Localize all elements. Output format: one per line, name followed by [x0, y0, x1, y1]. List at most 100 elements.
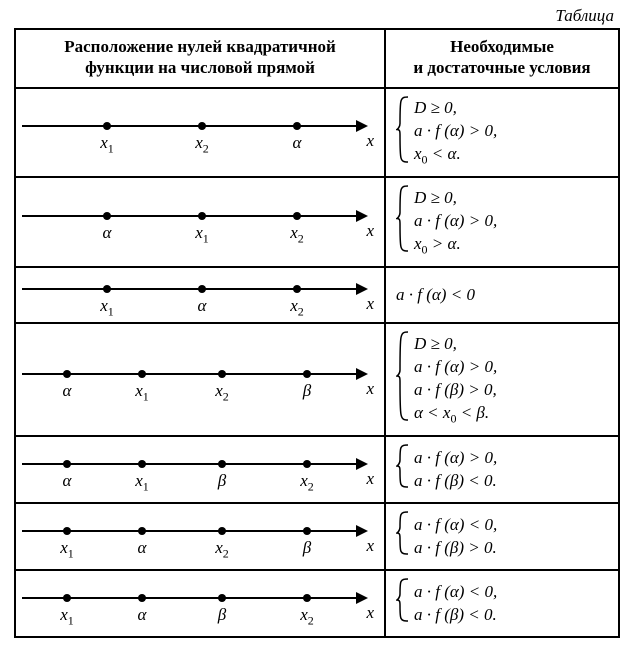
number-line-cell: xαx1x2: [15, 177, 385, 267]
number-line-cell: x x1 α β x2: [15, 570, 385, 637]
conditions-list: a · f (α) > 0,a · f (β) < 0.: [414, 447, 497, 493]
point-label: α: [103, 223, 112, 243]
point-marker: [198, 212, 206, 220]
curly-brace-icon: [396, 330, 410, 429]
conditions-cell: a · f (α) < 0,a · f (β) > 0.: [385, 503, 619, 570]
conditions-table: Расположение нулей квадратичной функции …: [14, 28, 620, 638]
point-marker: [218, 370, 226, 378]
point-label: x1: [100, 296, 114, 319]
number-line-cell: xx1αx2β: [15, 503, 385, 570]
axis-line: [22, 125, 360, 127]
point-marker: [63, 370, 71, 378]
conditions-list: D ≥ 0,a · f (α) > 0,a · f (β) > 0,α < x0…: [414, 333, 497, 426]
point-label: α: [63, 381, 72, 401]
conditions-list: D ≥ 0,a · f (α) > 0,x0 > α.: [414, 187, 497, 257]
condition-line: a · f (β) > 0.: [414, 537, 497, 560]
condition-line: D ≥ 0,: [414, 333, 497, 356]
point-marker: [303, 527, 311, 535]
point-label: α: [293, 133, 302, 153]
condition-line: a · f (β) > 0,: [414, 379, 497, 402]
curly-brace-icon: [396, 443, 410, 496]
condition-line: a · f (α) > 0,: [414, 210, 497, 233]
conditions-cell: D ≥ 0,a · f (α) > 0,x0 < α.: [385, 88, 619, 178]
number-line-cell: xαx1x2β: [15, 323, 385, 436]
axis-line: [22, 215, 360, 217]
point-label: x1: [135, 381, 149, 404]
curly-brace-icon: [396, 577, 410, 630]
point-label: β: [218, 471, 226, 491]
point-label: β: [303, 538, 311, 558]
number-line-cell: xαx1βx2: [15, 436, 385, 503]
point-marker: [63, 460, 71, 468]
axis-label: x: [366, 131, 374, 151]
table-row: xx1αx2a · f (α) < 0: [15, 267, 619, 323]
point-marker: [103, 212, 111, 220]
point-label: x2: [290, 223, 304, 246]
conditions-list: a · f (α) < 0: [396, 284, 612, 307]
number-line: xx1αx2β: [22, 516, 378, 562]
point-label: α: [63, 471, 72, 491]
point-label: α: [198, 296, 207, 316]
point-label: x2: [300, 605, 314, 628]
condition-line: a · f (α) < 0,: [414, 581, 497, 604]
table-row: x x1 x2 α D ≥ 0,a · f (α) > 0,x0 < α.: [15, 88, 619, 178]
point-label: x1: [195, 223, 209, 246]
conditions-list: D ≥ 0,a · f (α) > 0,x0 < α.: [414, 97, 497, 167]
table-row: xx1αx2βa · f (α) < 0,a · f (β) > 0.: [15, 503, 619, 570]
condition-line: a · f (α) < 0: [396, 284, 612, 307]
condition-line: D ≥ 0,: [414, 97, 497, 120]
point-marker: [138, 527, 146, 535]
curly-brace-icon: [396, 510, 410, 563]
point-marker: [303, 460, 311, 468]
point-marker: [293, 122, 301, 130]
header-left: Расположение нулей квадратичной функции …: [15, 29, 385, 88]
conditions-cell: a · f (α) > 0,a · f (β) < 0.: [385, 436, 619, 503]
point-label: α: [138, 538, 147, 558]
conditions-list: a · f (α) < 0,a · f (β) < 0.: [414, 581, 497, 627]
conditions-cell: a · f (α) < 0: [385, 267, 619, 323]
curly-brace-icon: [396, 184, 410, 260]
table-row: xαx1x2D ≥ 0,a · f (α) > 0,x0 > α.: [15, 177, 619, 267]
point-marker: [103, 122, 111, 130]
condition-line: x0 < α.: [414, 143, 497, 168]
conditions-cell: D ≥ 0,a · f (α) > 0,x0 > α.: [385, 177, 619, 267]
condition-line: a · f (α) < 0,: [414, 514, 497, 537]
condition-line: D ≥ 0,: [414, 187, 497, 210]
axis-label: x: [366, 294, 374, 314]
condition-line: a · f (α) > 0,: [414, 447, 497, 470]
brace-group: D ≥ 0,a · f (α) > 0,x0 < α.: [396, 95, 612, 171]
condition-line: x0 > α.: [414, 233, 497, 258]
point-label: x2: [300, 471, 314, 494]
axis-line: [22, 288, 360, 290]
number-line: xαx1x2β: [22, 359, 378, 405]
condition-line: α < x0 < β.: [414, 402, 497, 427]
point-marker: [218, 460, 226, 468]
header-right-line2: и достаточные условия: [413, 58, 590, 77]
point-label: x1: [100, 133, 114, 156]
point-marker: [63, 594, 71, 602]
point-label: β: [218, 605, 226, 625]
axis-label: x: [366, 536, 374, 556]
point-label: α: [138, 605, 147, 625]
header-left-line1: Расположение нулей квадратичной: [64, 37, 336, 56]
point-label: x1: [60, 538, 74, 561]
condition-line: a · f (β) < 0.: [414, 470, 497, 493]
curly-brace-icon: [396, 95, 410, 171]
conditions-cell: D ≥ 0,a · f (α) > 0,a · f (β) > 0,α < x0…: [385, 323, 619, 436]
point-marker: [138, 370, 146, 378]
table-row: xαx1βx2a · f (α) > 0,a · f (β) < 0.: [15, 436, 619, 503]
number-line-cell: xx1αx2: [15, 267, 385, 323]
point-marker: [63, 527, 71, 535]
point-label: x1: [60, 605, 74, 628]
page: Таблица Расположение нулей квадратичной …: [0, 0, 630, 648]
axis-label: x: [366, 603, 374, 623]
point-marker: [303, 370, 311, 378]
brace-group: D ≥ 0,a · f (α) > 0,a · f (β) > 0,α < x0…: [396, 330, 612, 429]
brace-group: a · f (α) < 0,a · f (β) > 0.: [396, 510, 612, 563]
point-marker: [218, 527, 226, 535]
table-caption: Таблица: [14, 6, 620, 28]
brace-group: a · f (α) < 0,a · f (β) < 0.: [396, 577, 612, 630]
point-label: x2: [195, 133, 209, 156]
condition-line: a · f (α) > 0,: [414, 356, 497, 379]
number-line: xαx1βx2: [22, 449, 378, 495]
